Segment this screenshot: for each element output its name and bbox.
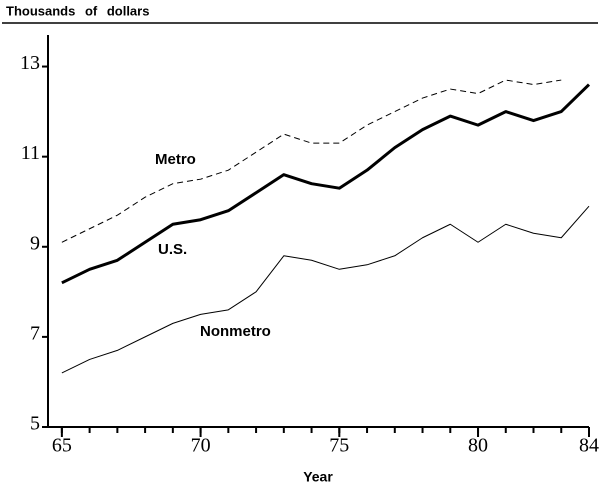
series-label: U.S. <box>158 241 187 258</box>
y-tick-label: 5 <box>30 413 40 435</box>
y-tick-label: 9 <box>30 232 40 254</box>
series-label: Nonmetro <box>200 323 271 340</box>
y-tick-label: 7 <box>30 322 40 344</box>
x-tick-label: 70 <box>191 435 211 457</box>
x-axis-label: Year <box>303 469 333 485</box>
x-tick-label: 65 <box>52 435 72 457</box>
x-tick-label: 75 <box>329 435 349 457</box>
series-line <box>61 83 591 285</box>
x-tick-label: 84 <box>579 435 599 457</box>
y-tick-label: 11 <box>21 142 40 164</box>
y-tick-label: 13 <box>20 52 40 74</box>
chart-title: Thousands of dollars <box>6 3 149 18</box>
series-line <box>61 79 562 243</box>
x-tick-label: 80 <box>468 435 488 457</box>
series-label: Metro <box>155 151 196 168</box>
series-line <box>61 205 590 374</box>
